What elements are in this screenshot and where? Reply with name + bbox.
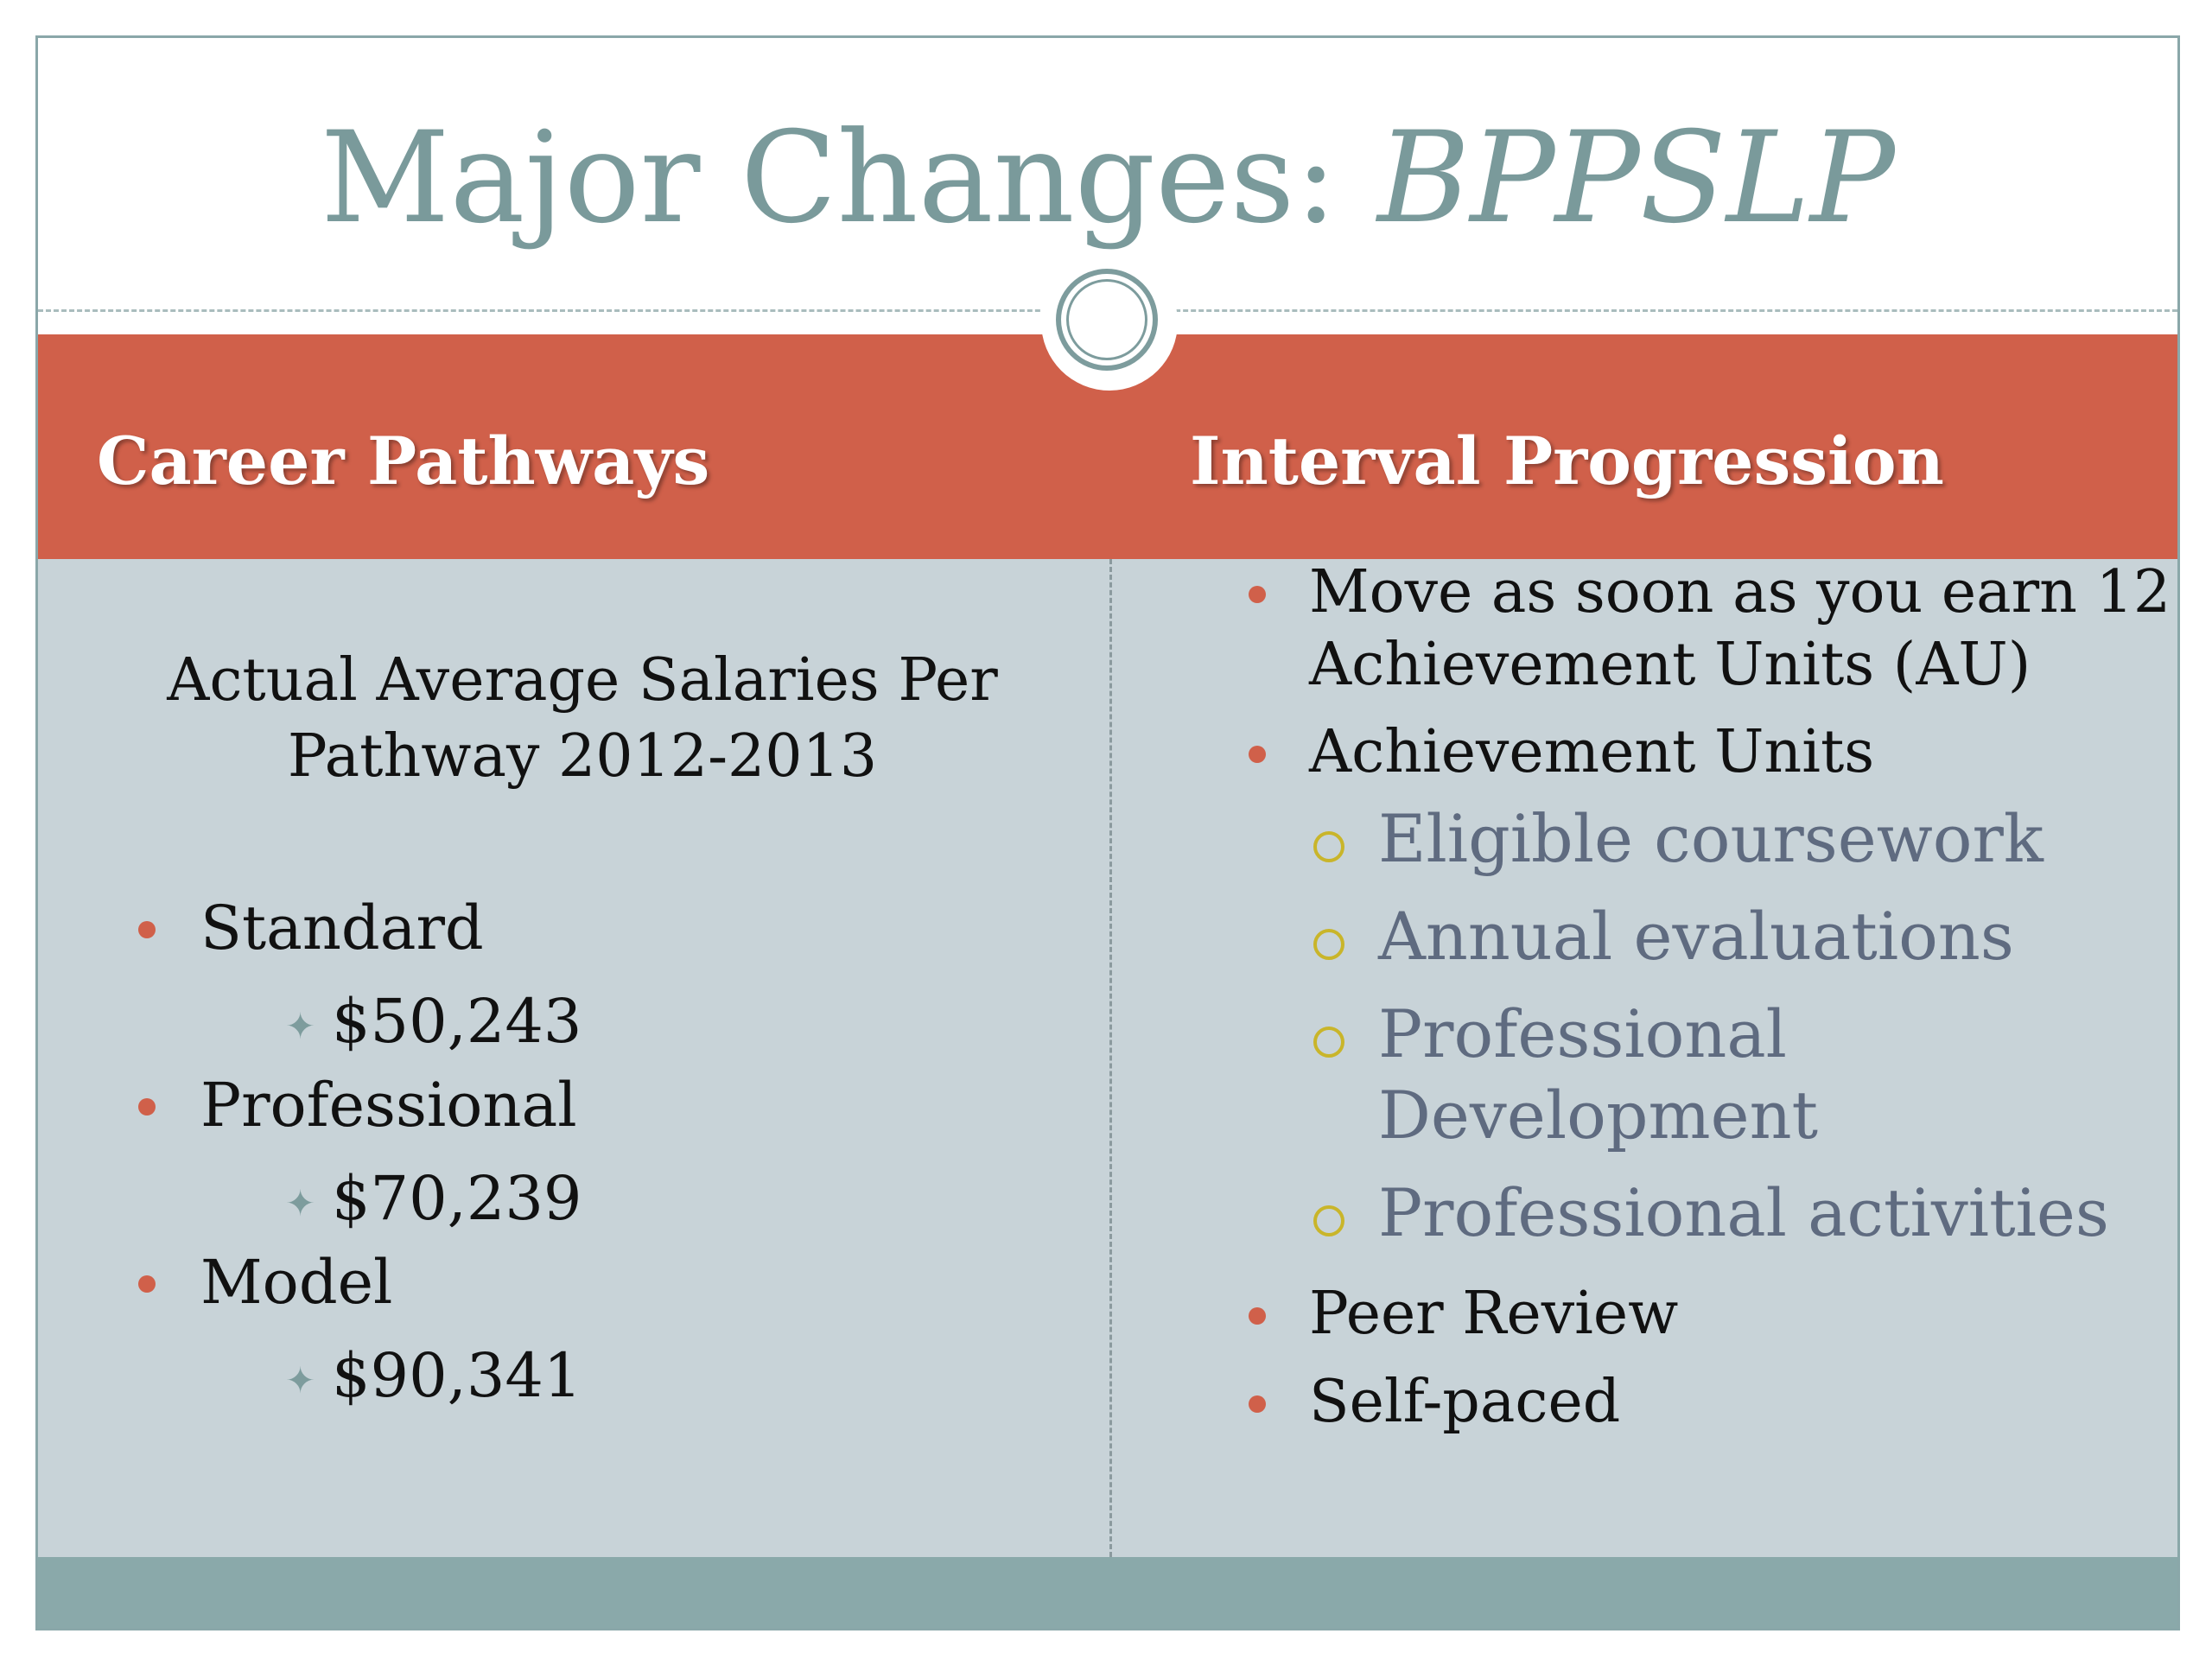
bullet-dot-icon <box>1249 586 1266 603</box>
footer-band <box>38 1557 2177 1628</box>
title-emphasis: BPPSLP <box>1377 105 1896 251</box>
star-bullet-icon: ✦ <box>285 1359 316 1402</box>
sub-item-text: Professional Development <box>1378 994 1818 1156</box>
title-main: Major Changes: <box>320 105 1378 251</box>
sub-item-text: Professional activities <box>1378 1174 2109 1251</box>
bullet-dot-icon <box>1249 746 1266 763</box>
star-bullet-icon: ✦ <box>285 1182 316 1224</box>
circle-bullet-icon <box>1313 1027 1344 1058</box>
pathway-label: Standard <box>200 893 484 963</box>
slide: Major Changes: BPPSLP Career Pathways In… <box>35 35 2180 1630</box>
salaries-subtitle: Actual Average Salaries Per Pathway 2012… <box>107 643 1058 795</box>
star-bullet-icon: ✦ <box>285 1005 316 1047</box>
bullet-dot-icon <box>138 1098 156 1116</box>
ornament-outer-ring <box>1056 269 1158 371</box>
move-line-1: Move as soon as you earn 12 <box>1309 558 2171 626</box>
bullet-dot-icon <box>138 921 156 938</box>
progression-item-text: Move as soon as you earn 12 Achievement … <box>1309 556 2171 702</box>
circle-ornament-icon <box>1041 254 1178 391</box>
circle-bullet-icon <box>1313 929 1344 960</box>
bullet-dot-icon <box>1249 1307 1266 1325</box>
subtitle-line-1: Actual Average Salaries Per <box>167 646 998 715</box>
sub-item-text: Annual evaluations <box>1378 898 2014 975</box>
progression-item-text: Achievement Units <box>1309 718 1875 786</box>
sub-item-text: Eligible coursework <box>1378 800 2044 877</box>
salary-value: $70,239 <box>332 1163 582 1234</box>
slide-title: Major Changes: BPPSLP <box>38 109 2177 248</box>
subtitle-line-2: Pathway 2012-2013 <box>287 722 878 791</box>
bullet-dot-icon <box>138 1275 156 1293</box>
pathway-label: Model <box>200 1247 393 1318</box>
circle-bullet-icon <box>1313 1205 1344 1236</box>
pathway-label: Professional <box>200 1070 577 1141</box>
column-divider <box>1109 559 1112 1557</box>
sub-item-line-1: Professional <box>1378 995 1787 1072</box>
sub-item-line-2: Development <box>1378 1077 1819 1154</box>
progression-item-text: Self-paced <box>1309 1368 1621 1436</box>
left-column-heading: Career Pathways <box>97 423 710 499</box>
ornament-inner-ring <box>1066 279 1147 360</box>
content-band <box>38 559 2177 1557</box>
salary-value: $90,341 <box>332 1340 582 1411</box>
right-column-heading: Interval Progression <box>1190 423 1944 499</box>
salary-value: $50,243 <box>332 986 582 1057</box>
move-line-2: Achievement Units (AU) <box>1309 631 2031 699</box>
bullet-dot-icon <box>1249 1395 1266 1413</box>
circle-bullet-icon <box>1313 831 1344 862</box>
progression-item-text: Peer Review <box>1309 1280 1679 1348</box>
